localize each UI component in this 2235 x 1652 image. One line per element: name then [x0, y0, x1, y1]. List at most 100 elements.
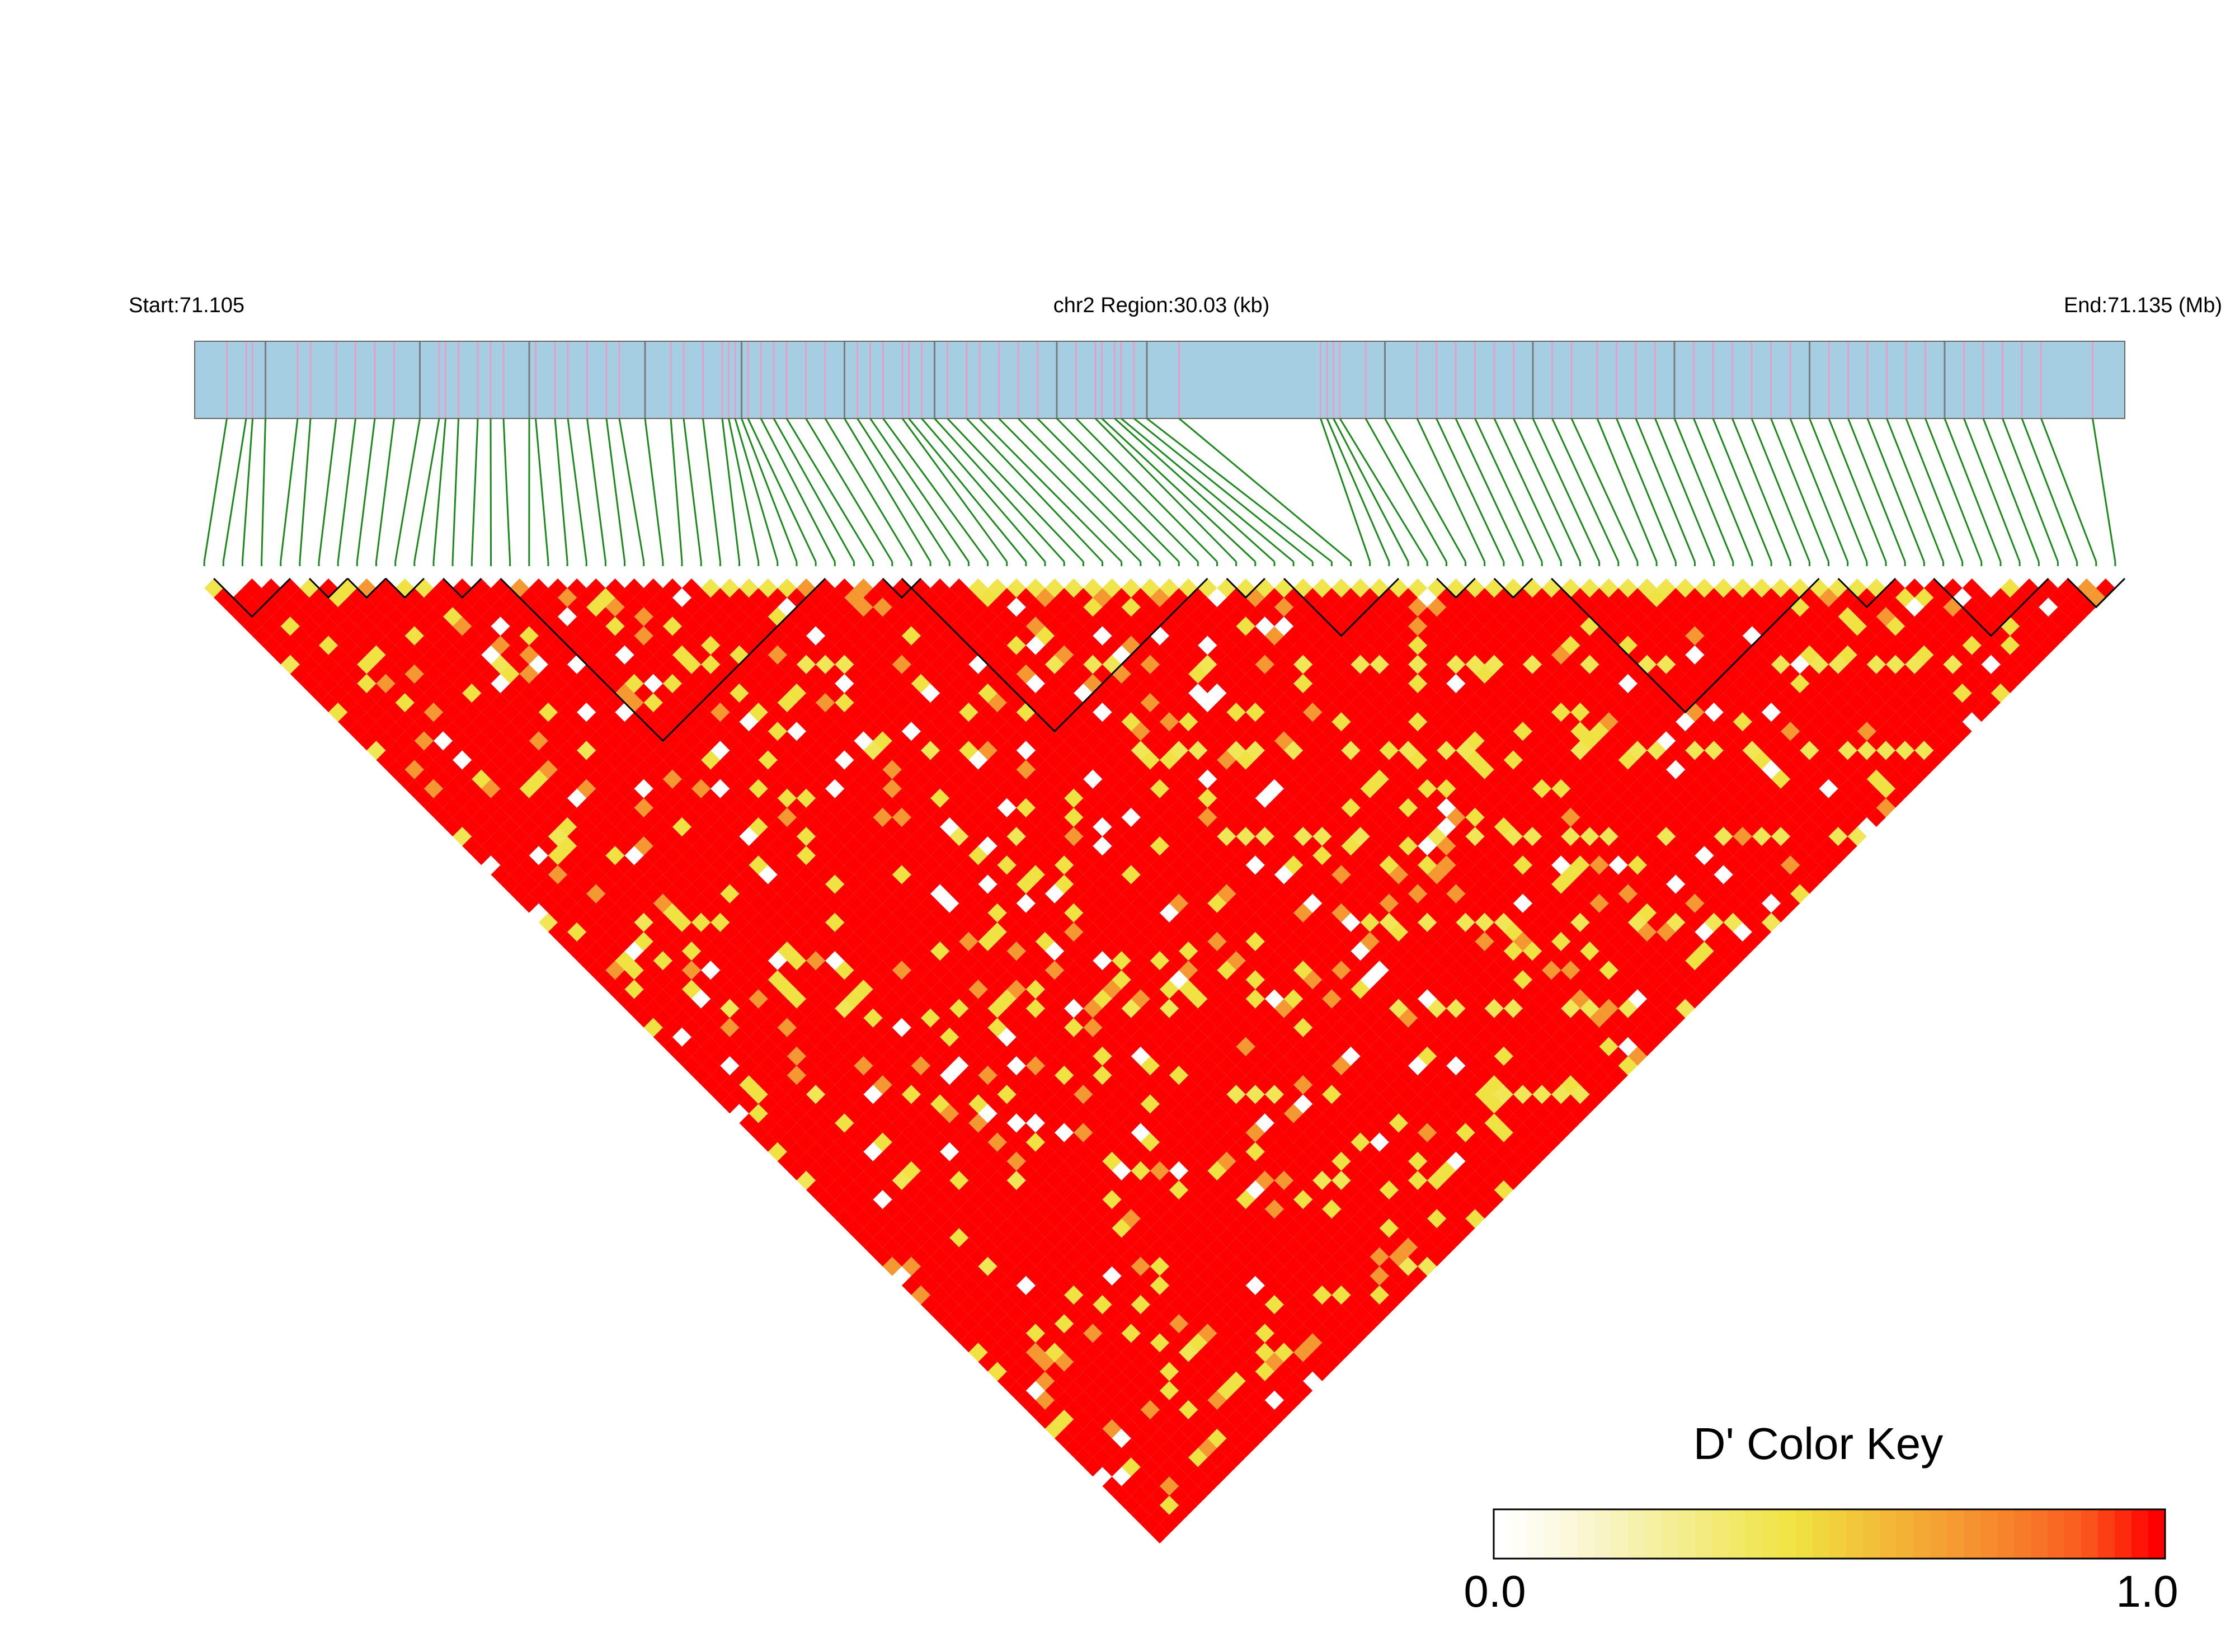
ld-cell [1150, 741, 1170, 760]
ld-cell [1341, 970, 1361, 990]
ld-cell [1551, 989, 1571, 1009]
ld-cell [653, 588, 672, 608]
ld-cell [634, 779, 653, 798]
ld-cell [1274, 961, 1294, 980]
ld-cell [1379, 741, 1399, 760]
ld-cell [404, 760, 424, 779]
ld-cell [1627, 741, 1647, 760]
ld-cell [1418, 951, 1437, 971]
ld-cell [414, 616, 434, 636]
ld-cell [682, 1018, 702, 1037]
ld-cell [959, 1199, 978, 1219]
ld-cell [835, 1075, 854, 1095]
ld-cell [978, 855, 997, 875]
ld-cell [1360, 1199, 1380, 1219]
ld-cell [1465, 922, 1485, 942]
ld-cell [1236, 1228, 1255, 1248]
ld-cell [758, 655, 778, 674]
ld-cell [491, 750, 510, 770]
ld-cell [1025, 1343, 1045, 1362]
snp-connector [1364, 418, 1447, 562]
ld-cell [1370, 922, 1389, 942]
ld-cell [711, 855, 730, 875]
ld-cell [1589, 664, 1609, 684]
ld-cell [1503, 750, 1523, 770]
ld-cell [1055, 1123, 1074, 1142]
ld-cell [1083, 1094, 1103, 1114]
ld-cell [758, 1132, 778, 1152]
ld-cell [1025, 597, 1045, 617]
ld-cell [806, 683, 826, 703]
ld-cell [1025, 578, 1045, 598]
ld-cell [854, 597, 873, 617]
ld-cell [1025, 807, 1045, 827]
ld-cell [672, 893, 692, 913]
ld-cell [1503, 807, 1523, 827]
ld-cell [376, 674, 396, 693]
ld-cell [1465, 788, 1485, 808]
ld-cell [1303, 1371, 1323, 1391]
ld-cell [1523, 807, 1542, 827]
ld-cell [978, 1333, 997, 1353]
ld-cell [1570, 874, 1590, 894]
ld-cell [1389, 616, 1409, 636]
ld-cell [1322, 741, 1342, 760]
ld-cell [1685, 989, 1705, 1009]
ld-cell [1064, 980, 1084, 999]
ld-cell [1217, 1247, 1236, 1267]
ld-cell [1179, 999, 1198, 1018]
ld-cell [777, 578, 797, 598]
ld-cell [940, 951, 959, 971]
ld-cell [1800, 817, 1819, 837]
ld-cell [1025, 731, 1045, 751]
ld-cell [978, 1314, 997, 1334]
ld-cell [1140, 1324, 1160, 1343]
ld-cell [1475, 683, 1494, 703]
snp-connector [1455, 418, 1524, 562]
ld-cell [1064, 942, 1084, 961]
ld-cell [959, 703, 978, 722]
ld-cell [1465, 827, 1485, 846]
ld-cell [1150, 989, 1170, 1009]
ld-cell [1427, 750, 1447, 770]
ld-cell [1236, 1324, 1255, 1343]
ld-cell [1627, 1046, 1647, 1066]
ld-cell [1093, 1218, 1112, 1238]
ld-cell [854, 846, 873, 865]
ld-cell [1523, 1151, 1542, 1171]
ld-cell [1351, 1113, 1370, 1133]
ld-cell [1188, 1218, 1208, 1238]
ld-cell [1465, 1037, 1485, 1056]
ld-cell [1627, 645, 1647, 665]
ld-cell [1379, 645, 1399, 665]
ld-cell [1169, 855, 1189, 875]
ld-cell [892, 1018, 911, 1037]
ld-cell [385, 664, 405, 684]
ld-cell [605, 750, 625, 770]
ld-cell [1179, 674, 1198, 693]
ld-cell [682, 942, 702, 961]
ld-cell [1198, 1151, 1217, 1171]
ld-cell [1179, 1419, 1198, 1439]
ld-cell [940, 1104, 959, 1123]
ld-cell [1045, 1419, 1065, 1439]
ld-cell [1408, 769, 1428, 789]
ld-cell [844, 607, 864, 627]
ld-cell [930, 980, 950, 999]
ld-cell [816, 1151, 835, 1171]
ld-cell [940, 1237, 959, 1257]
ld-cell [1599, 980, 1618, 999]
ld-cell [1399, 664, 1418, 684]
ld-cell [691, 1046, 711, 1066]
ld-cell [1484, 903, 1504, 923]
ld-cell [577, 912, 596, 932]
ld-cell [1121, 788, 1141, 808]
ld-cell [968, 597, 988, 617]
ld-cell [749, 931, 768, 952]
ld-cell [1484, 942, 1504, 961]
snp-connector [908, 418, 1027, 562]
ld-cell [1618, 616, 1638, 636]
ld-cell [863, 912, 883, 932]
ld-cell [987, 1209, 1007, 1229]
ld-cell [739, 1018, 759, 1037]
